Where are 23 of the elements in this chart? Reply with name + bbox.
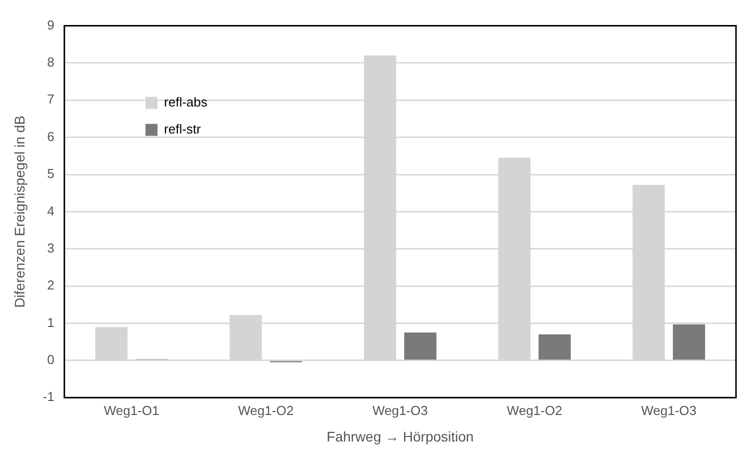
x-tick-label: Weg1-O2 <box>238 402 294 418</box>
x-tick-label: Weg1-O3 <box>372 402 428 418</box>
legend-label: refl-str <box>164 121 202 136</box>
y-axis-title: Diferenzen Ereignispegel in dB <box>11 116 28 308</box>
y-tick-label: 8 <box>47 54 54 70</box>
legend-label: refl-abs <box>164 94 208 110</box>
y-tick-label: 9 <box>47 17 54 32</box>
bar <box>404 332 436 360</box>
y-tick-label: 5 <box>47 166 54 182</box>
x-tick-label: Weg1-O1 <box>104 402 160 418</box>
y-tick-label: 0 <box>47 352 54 367</box>
y-tick-label: 1 <box>47 314 54 330</box>
y-tick-label: 7 <box>47 92 54 107</box>
bar <box>672 324 706 360</box>
bar <box>538 334 571 360</box>
x-axis-title: Fahrweg → Hörposition <box>326 428 474 444</box>
y-tick-label: -1 <box>42 389 54 404</box>
x-tick-label: Weg1-O2 <box>506 402 562 418</box>
y-tick-label: 6 <box>47 128 54 144</box>
y-tick-label: 3 <box>47 240 54 256</box>
y-tick-label: 2 <box>47 278 54 293</box>
y-tick-label: 4 <box>47 203 54 218</box>
x-tick-label: Weg1-O3 <box>641 402 697 418</box>
